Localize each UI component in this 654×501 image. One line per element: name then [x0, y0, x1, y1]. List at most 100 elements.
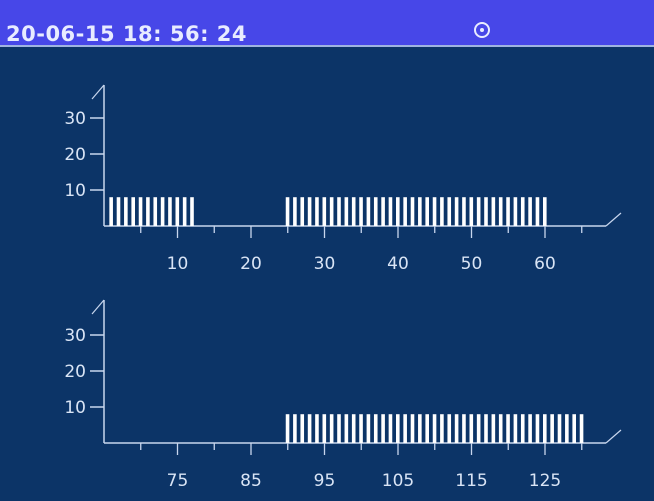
bar [322, 414, 327, 443]
bar [388, 414, 393, 443]
bar [388, 197, 393, 226]
bar [351, 197, 356, 226]
bar [403, 414, 407, 443]
bar [373, 414, 378, 443]
y-tick-label: 20 [64, 145, 86, 165]
bar [410, 414, 415, 443]
bar [396, 414, 400, 443]
bar [557, 414, 562, 443]
bar [109, 197, 113, 226]
bar [513, 197, 518, 226]
bar [124, 197, 128, 226]
bar [116, 197, 121, 226]
bar [366, 197, 371, 226]
bar [462, 414, 466, 443]
bar [403, 197, 407, 226]
bar [565, 414, 569, 443]
bar [520, 414, 525, 443]
bar [381, 414, 385, 443]
bar [432, 414, 437, 443]
bar [498, 197, 503, 226]
bar [572, 414, 576, 443]
target-circle-icon [474, 22, 490, 38]
bar [293, 414, 297, 443]
bar [307, 414, 312, 443]
bar [396, 197, 400, 226]
bar [528, 414, 532, 443]
bar [535, 197, 540, 226]
bar [146, 197, 150, 226]
x-axis-arrow [605, 212, 622, 227]
bar [322, 197, 327, 226]
bar [315, 414, 319, 443]
x-tick-label: 105 [382, 471, 414, 491]
bar [543, 414, 547, 443]
bar [418, 414, 422, 443]
bar [579, 414, 584, 443]
bar [469, 414, 474, 443]
bar [190, 197, 194, 226]
bar [543, 197, 547, 226]
bar [138, 197, 143, 226]
x-tick-label: 95 [314, 471, 336, 491]
bar [285, 197, 290, 226]
bar [447, 414, 452, 443]
bar [329, 414, 334, 443]
bar [513, 414, 518, 443]
bar [432, 197, 437, 226]
bar [454, 197, 459, 226]
bar [535, 414, 540, 443]
x-tick-label: 10 [167, 254, 189, 274]
bar [410, 197, 415, 226]
y-tick-label: 10 [64, 398, 86, 418]
bar [293, 197, 297, 226]
bar [484, 414, 488, 443]
y-tick-label: 30 [64, 326, 86, 346]
bar [160, 197, 165, 226]
bar [337, 414, 341, 443]
bar [168, 197, 172, 226]
bar [344, 414, 349, 443]
bar [300, 414, 305, 443]
bar [300, 197, 305, 226]
x-tick-label: 85 [240, 471, 262, 491]
bar [462, 197, 466, 226]
bar [491, 414, 496, 443]
x-tick-label: 30 [314, 254, 336, 274]
bar [440, 197, 444, 226]
x-tick-label: 115 [455, 471, 487, 491]
bar [520, 197, 525, 226]
bar [285, 414, 290, 443]
x-tick-label: 40 [387, 254, 409, 274]
bar [506, 414, 510, 443]
bar [329, 197, 334, 226]
bar [447, 197, 452, 226]
x-tick-label: 60 [534, 254, 556, 274]
bar [366, 414, 371, 443]
bar [454, 414, 459, 443]
bar [506, 197, 510, 226]
bar [351, 414, 356, 443]
y-tick-label: 30 [64, 109, 86, 129]
bar [373, 197, 378, 226]
x-tick-label: 75 [167, 471, 189, 491]
bar [131, 197, 135, 226]
bar [498, 414, 503, 443]
bar [337, 197, 341, 226]
x-axis-arrow [605, 429, 622, 444]
x-tick-label: 20 [240, 254, 262, 274]
y-tick-label: 20 [64, 362, 86, 382]
bar [359, 197, 363, 226]
bar [528, 197, 532, 226]
bar [469, 197, 474, 226]
bar [307, 197, 312, 226]
bar [484, 197, 488, 226]
bar [418, 197, 422, 226]
status-bar: 20-06-15 18: 56: 24 [0, 0, 654, 47]
bar [425, 197, 429, 226]
y-axis-arrow [91, 84, 105, 100]
bar [182, 197, 187, 226]
bar [381, 197, 385, 226]
bar [476, 414, 481, 443]
